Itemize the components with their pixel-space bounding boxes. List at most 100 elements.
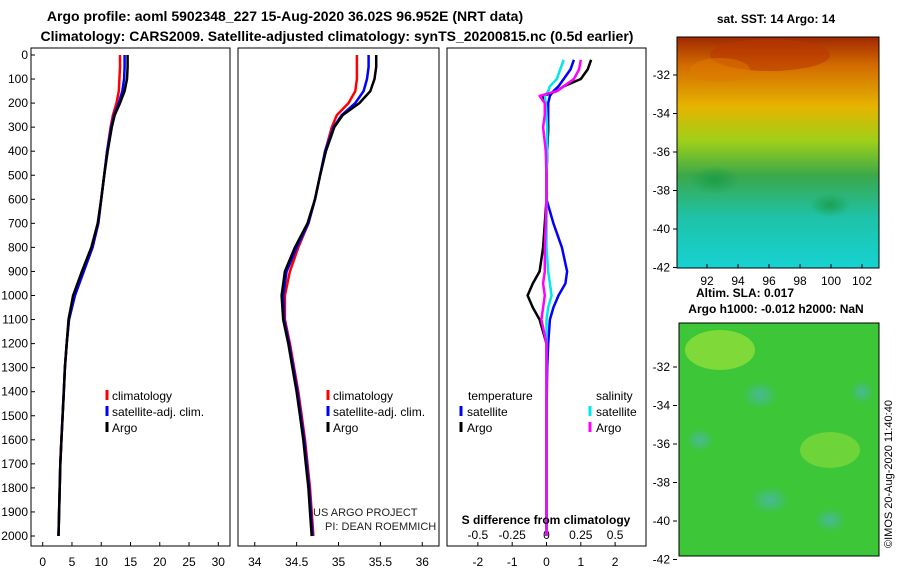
series-line-satellite-adj-clim — [281, 55, 370, 537]
lat-tick-label: -40 — [653, 514, 671, 528]
salinity-diff-tick-label: -0.5 — [468, 528, 489, 542]
legend-satellite-label: satellite-adj. clim. — [333, 405, 425, 419]
pressure-tick-label: 1900 — [1, 505, 28, 519]
x-tick-label: 34 — [248, 555, 262, 569]
sst-x-tick-label: 94 — [731, 274, 745, 288]
salinity-x-axis: 34 34.5 35 35.5 36 — [248, 542, 429, 569]
x-tick-label: 1 — [577, 555, 584, 569]
series-line-temperature-argo — [526, 59, 593, 536]
credit-line2: PI: DEAN ROEMMICH — [325, 521, 436, 533]
pressure-tick-label: 600 — [8, 192, 28, 206]
sla-low-patch — [850, 380, 874, 404]
lat-tick-label: -34 — [653, 107, 671, 121]
difference-legend: temperature salinity satellite Argo sate… — [459, 389, 637, 435]
sst-cool-patch — [810, 193, 850, 217]
legend-temperature-heading: temperature — [468, 389, 533, 403]
difference-axis-label: S difference from climatology — [462, 513, 631, 527]
x-tick-label: 10 — [95, 555, 109, 569]
difference-x-axis: -2 -1 0 1 2-0.5 -0.25 0 0.25 0.5 — [468, 528, 624, 569]
lat-tick-label: -32 — [653, 68, 671, 82]
legend-sal-satellite-label: satellite — [596, 405, 637, 419]
pressure-tick-label: 900 — [8, 264, 28, 278]
x-tick-label: 25 — [182, 555, 196, 569]
sst-map-x-axis: 92 94 96 98 100 102 — [700, 264, 872, 288]
legend-climatology-label: climatology — [333, 389, 393, 403]
lat-tick-label: -38 — [653, 184, 671, 198]
sst-map-y-axis: -32 -34 -36 -38 -40 -42 — [653, 68, 677, 275]
figure-title-line1: Argo profile: aoml 5902348_227 15-Aug-20… — [47, 8, 523, 24]
x-tick-label: 36 — [416, 555, 430, 569]
lat-tick-label: -32 — [653, 360, 671, 374]
pressure-tick-label: 1400 — [1, 385, 28, 399]
legend-temp-argo-label: Argo — [467, 421, 493, 435]
sla-map — [678, 322, 880, 557]
sla-bright-patch — [685, 330, 755, 370]
x-tick-label: 2 — [612, 555, 619, 569]
x-tick-label: 20 — [153, 555, 167, 569]
pressure-tick-label: 1600 — [1, 433, 28, 447]
lat-tick-label: -40 — [653, 222, 671, 236]
temperature-x-axis: 0 5 10 15 20 25 30 — [39, 542, 225, 569]
legend-temp-satellite-label: satellite — [467, 405, 508, 419]
sst-map-title: sat. SST: 14 Argo: 14 — [717, 12, 836, 26]
sst-x-tick-label: 100 — [821, 274, 841, 288]
pressure-tick-label: 1100 — [2, 313, 28, 327]
pressure-tick-label: 2000 — [1, 529, 28, 543]
series-line-argo — [280, 55, 378, 537]
x-tick-label: 35 — [332, 555, 346, 569]
pressure-tick-label: 500 — [8, 168, 28, 182]
sst-x-tick-label: 96 — [762, 274, 776, 288]
x-tick-label: 34.5 — [285, 555, 309, 569]
lat-tick-label: -34 — [653, 399, 671, 413]
difference-series — [526, 59, 593, 536]
pressure-tick-label: 1800 — [1, 481, 28, 495]
lat-tick-label: -42 — [653, 261, 671, 275]
sla-low-patch — [814, 508, 846, 532]
x-tick-label: -2 — [473, 555, 484, 569]
sla-map-title: Altim. SLA: 0.017 — [696, 286, 794, 300]
lat-tick-label: -42 — [653, 553, 671, 567]
sla-bright-patch — [800, 432, 860, 468]
legend-satellite-label: satellite-adj. clim. — [112, 405, 204, 419]
sst-cool-patch — [690, 166, 740, 194]
legend-climatology-label: climatology — [112, 389, 172, 403]
lat-tick-label: -38 — [653, 476, 671, 490]
sla-low-patch — [742, 381, 778, 409]
pressure-tick-label: 1000 — [1, 289, 28, 303]
sst-x-tick-label: 92 — [700, 274, 714, 288]
salinity-diff-tick-label: 0.5 — [607, 528, 624, 542]
legend-salinity-heading: salinity — [596, 389, 633, 403]
pressure-tick-label: 800 — [8, 240, 28, 254]
pressure-tick-label: 0 — [21, 48, 28, 62]
sla-low-patch — [750, 486, 790, 514]
temperature-series — [57, 55, 129, 537]
pressure-tick-label: 700 — [8, 216, 28, 230]
pressure-axis: 0 100 200 300 400 500 600 700 800 900 1000 1100 1200… — [1, 48, 35, 543]
sla-low-patch — [686, 428, 714, 452]
imos-stamp: ©IMOS 20-Aug-2020 11:40:40 — [883, 400, 895, 548]
series-line-argo — [57, 55, 129, 537]
salinity-diff-tick-label: 0.25 — [569, 528, 593, 542]
x-tick-label: -1 — [507, 555, 518, 569]
pressure-tick-label: 400 — [8, 144, 28, 158]
pressure-tick-label: 1200 — [1, 337, 28, 351]
legend-argo-label: Argo — [112, 421, 138, 435]
series-line-satellite-adj-clim — [57, 55, 126, 537]
legend-argo-label: Argo — [333, 421, 359, 435]
credit-line1: US ARGO PROJECT — [313, 507, 418, 519]
pressure-tick-label: 100 — [8, 72, 28, 86]
figure-title-line2: Climatology: CARS2009. Satellite-adjuste… — [41, 28, 634, 44]
pressure-tick-label: 1500 — [1, 409, 28, 423]
salinity-diff-tick-label: -0.25 — [499, 528, 527, 542]
lat-tick-label: -36 — [653, 145, 671, 159]
x-tick-label: 15 — [124, 555, 138, 569]
sst-map — [676, 36, 880, 269]
temperature-legend: climatology satellite-adj. clim. Argo — [105, 389, 204, 435]
x-tick-label: 5 — [69, 555, 76, 569]
x-tick-label: 0 — [39, 555, 46, 569]
x-tick-label: 35.5 — [369, 555, 393, 569]
sst-x-tick-label: 98 — [793, 274, 807, 288]
lat-tick-label: -36 — [653, 437, 671, 451]
legend-sal-argo-label: Argo — [596, 421, 622, 435]
